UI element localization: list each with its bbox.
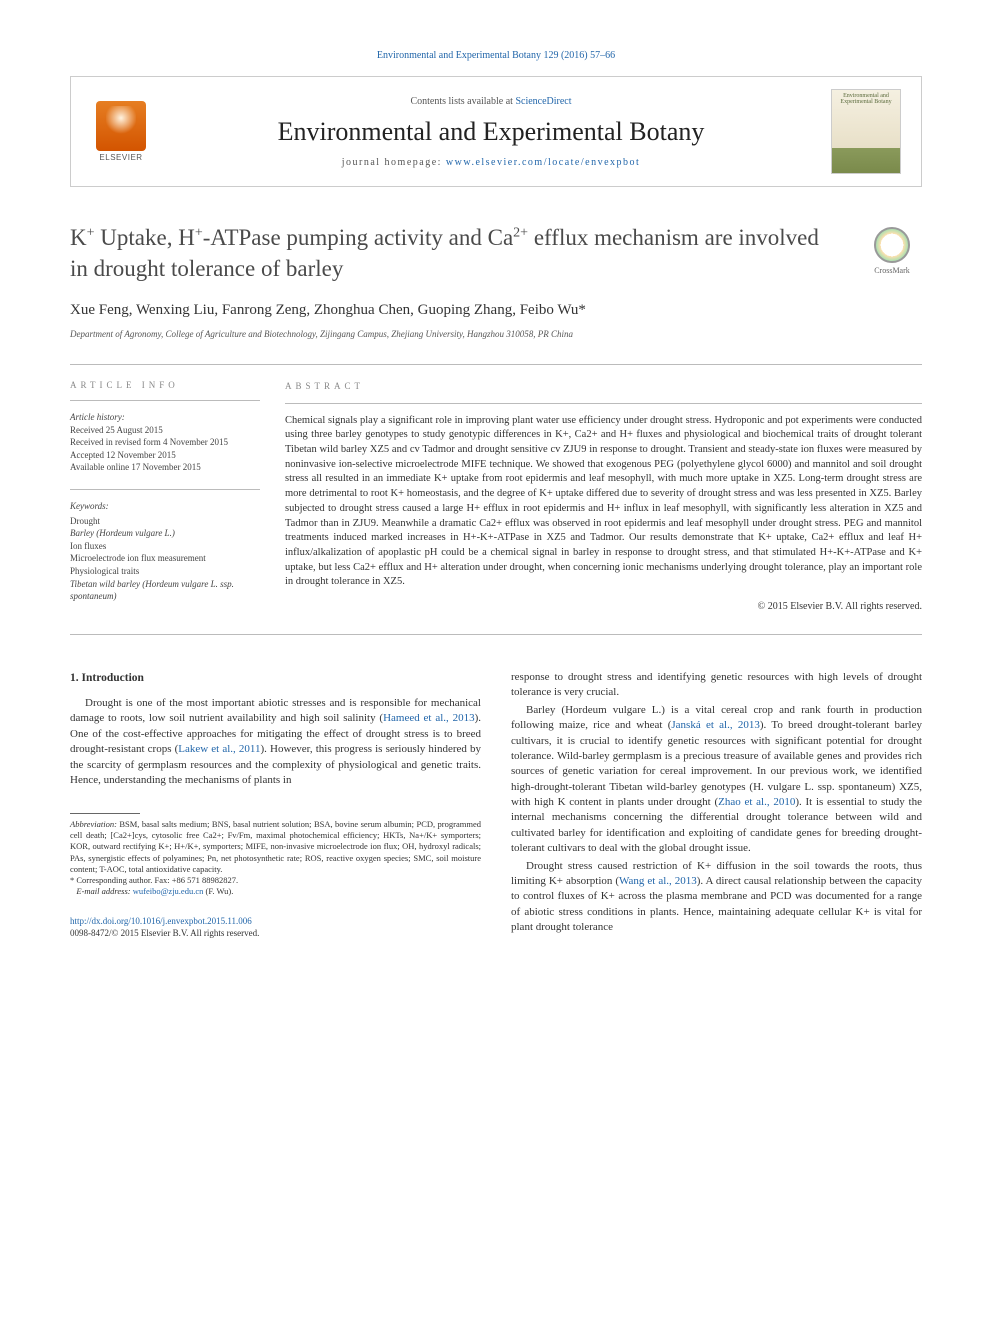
citation-link[interactable]: Wang et al., 2013 bbox=[619, 875, 697, 887]
keywords-label: Keywords: bbox=[70, 500, 260, 513]
body-paragraph: Drought is one of the most important abi… bbox=[70, 696, 481, 788]
affiliation: Department of Agronomy, College of Agric… bbox=[70, 329, 922, 339]
history-label: Article history: bbox=[70, 411, 260, 424]
article-title: K+ Uptake, H+-ATPase pumping activity an… bbox=[70, 222, 922, 284]
keyword-item: Physiological traits bbox=[70, 565, 260, 578]
citation-link[interactable]: Hameed et al., 2013 bbox=[383, 712, 475, 724]
header-citation-link[interactable]: Environmental and Experimental Botany 12… bbox=[377, 50, 615, 61]
keyword-item: Drought bbox=[70, 515, 260, 528]
crossmark-badge[interactable]: CrossMark bbox=[862, 227, 922, 275]
citation-link[interactable]: Janská et al., 2013 bbox=[671, 719, 760, 731]
author-list: Xue Feng, Wenxing Liu, Fanrong Zeng, Zho… bbox=[70, 302, 922, 319]
email-footnote: E-mail address: wufeibo@zju.edu.cn (F. W… bbox=[70, 886, 481, 897]
email-link[interactable]: wufeibo@zju.edu.cn bbox=[133, 886, 204, 896]
abstract-label: ABSTRACT bbox=[285, 380, 922, 393]
abstract-block: ABSTRACT Chemical signals play a signifi… bbox=[285, 380, 922, 614]
journal-title: Environmental and Experimental Botany bbox=[151, 117, 831, 147]
history-accepted: Accepted 12 November 2015 bbox=[70, 449, 260, 462]
abbreviation-footnote: Abbreviation: BSM, basal salts medium; B… bbox=[70, 819, 481, 874]
contents-lists-line: Contents lists available at ScienceDirec… bbox=[151, 96, 831, 107]
doi-link[interactable]: http://dx.doi.org/10.1016/j.envexpbot.20… bbox=[70, 916, 252, 926]
copyright-line: © 2015 Elsevier B.V. All rights reserved… bbox=[285, 600, 922, 614]
intro-heading: 1. Introduction bbox=[70, 670, 481, 686]
doi-block: http://dx.doi.org/10.1016/j.envexpbot.20… bbox=[70, 915, 481, 940]
journal-banner: ELSEVIER Contents lists available at Sci… bbox=[70, 76, 922, 187]
citation-link[interactable]: Lakew et al., 2011 bbox=[178, 743, 260, 755]
keyword-item: Ion fluxes bbox=[70, 540, 260, 553]
page-header-citation: Environmental and Experimental Botany 12… bbox=[70, 50, 922, 61]
body-paragraph: Drought stress caused restriction of K+ … bbox=[511, 859, 922, 936]
history-revised: Received in revised form 4 November 2015 bbox=[70, 436, 260, 449]
journal-homepage-link[interactable]: www.elsevier.com/locate/envexpbot bbox=[446, 157, 640, 168]
abstract-text: Chemical signals play a significant role… bbox=[285, 414, 922, 590]
elsevier-logo: ELSEVIER bbox=[91, 97, 151, 167]
issn-copyright: 0098-8472/© 2015 Elsevier B.V. All right… bbox=[70, 928, 259, 938]
keyword-item: Barley (Hordeum vulgare L.) bbox=[70, 527, 260, 540]
journal-cover-thumbnail: Environmental and Experimental Botany bbox=[831, 89, 901, 174]
article-info-label: ARTICLE INFO bbox=[70, 380, 260, 390]
history-received: Received 25 August 2015 bbox=[70, 424, 260, 437]
body-paragraph: response to drought stress and identifyi… bbox=[511, 670, 922, 701]
history-online: Available online 17 November 2015 bbox=[70, 461, 260, 474]
journal-homepage-line: journal homepage: www.elsevier.com/locat… bbox=[151, 157, 831, 168]
body-column-left: 1. Introduction Drought is one of the mo… bbox=[70, 670, 481, 940]
crossmark-icon bbox=[874, 227, 910, 263]
keyword-item: Tibetan wild barley (Hordeum vulgare L. … bbox=[70, 578, 260, 603]
sciencedirect-link[interactable]: ScienceDirect bbox=[515, 96, 571, 107]
body-paragraph: Barley (Hordeum vulgare L.) is a vital c… bbox=[511, 703, 922, 857]
keyword-item: Microelectrode ion flux measurement bbox=[70, 552, 260, 565]
article-info-sidebar: ARTICLE INFO Article history: Received 2… bbox=[70, 380, 260, 614]
citation-link[interactable]: Zhao et al., 2010 bbox=[718, 796, 795, 808]
corresponding-author-footnote: * Corresponding author. Fax: +86 571 889… bbox=[70, 875, 481, 886]
body-column-right: response to drought stress and identifyi… bbox=[511, 670, 922, 940]
